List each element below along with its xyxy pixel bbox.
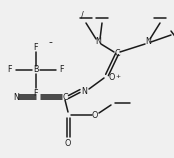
- Text: C: C: [114, 49, 120, 58]
- Text: F: F: [60, 66, 64, 75]
- Text: O: O: [65, 140, 71, 149]
- Text: O: O: [92, 110, 98, 119]
- Text: -: -: [48, 37, 52, 47]
- Text: /: /: [81, 10, 83, 19]
- Text: F: F: [34, 43, 38, 52]
- Text: N: N: [145, 37, 151, 46]
- Text: N: N: [81, 86, 87, 95]
- Text: C: C: [62, 92, 68, 101]
- Text: N: N: [95, 37, 101, 46]
- Text: N: N: [13, 92, 19, 101]
- Text: F: F: [34, 88, 38, 97]
- Text: O: O: [109, 73, 115, 82]
- Text: +: +: [115, 73, 121, 79]
- Text: B: B: [33, 66, 39, 75]
- Text: F: F: [8, 66, 12, 75]
